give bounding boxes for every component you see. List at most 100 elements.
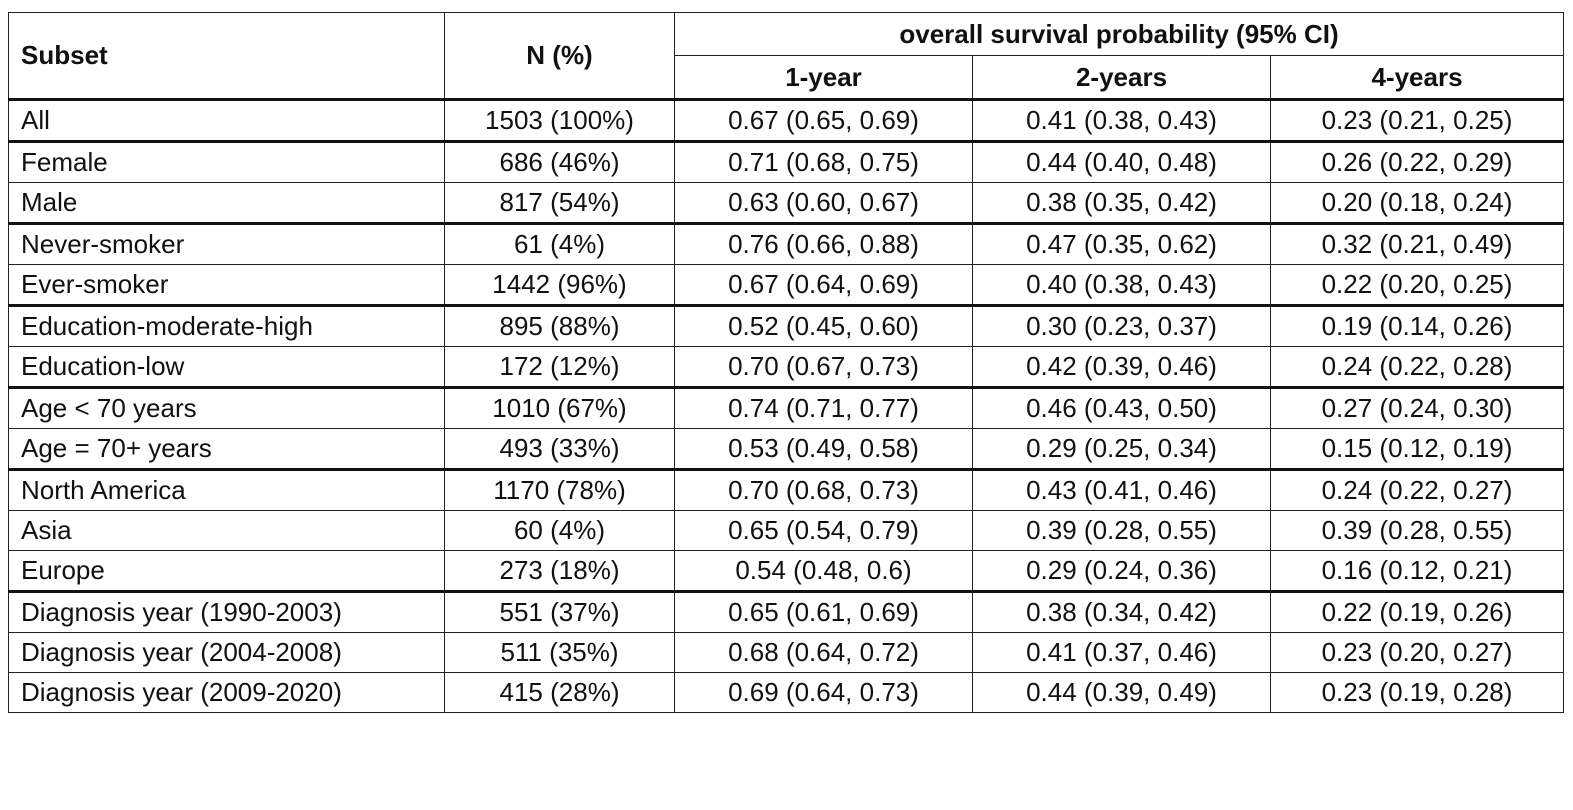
table-row: Never-smoker 61 (4%) 0.76 (0.66, 0.88) 0… xyxy=(8,222,1564,265)
cell-2-years: 0.29 (0.25, 0.34) xyxy=(972,428,1271,470)
cell-1-year: 0.69 (0.64, 0.73) xyxy=(674,672,973,713)
cell-2-years: 0.43 (0.41, 0.46) xyxy=(972,468,1271,511)
cell-n: 273 (18%) xyxy=(444,550,675,592)
cell-subset: Female xyxy=(8,140,445,183)
cell-4-years: 0.26 (0.22, 0.29) xyxy=(1270,140,1564,183)
cell-2-years: 0.30 (0.23, 0.37) xyxy=(972,304,1271,347)
header-survival-group: overall survival probability (95% CI) xyxy=(674,12,1564,56)
cell-subset: Education-moderate-high xyxy=(8,304,445,347)
cell-2-years: 0.44 (0.39, 0.49) xyxy=(972,672,1271,713)
cell-4-years: 0.23 (0.21, 0.25) xyxy=(1270,99,1564,142)
cell-n: 1503 (100%) xyxy=(444,99,675,142)
cell-2-years: 0.29 (0.24, 0.36) xyxy=(972,550,1271,592)
table-row: Education-low 172 (12%) 0.70 (0.67, 0.73… xyxy=(8,346,1564,388)
cell-2-years: 0.47 (0.35, 0.62) xyxy=(972,222,1271,265)
table-row: Male 817 (54%) 0.63 (0.60, 0.67) 0.38 (0… xyxy=(8,182,1564,224)
table-row: Age = 70+ years 493 (33%) 0.53 (0.49, 0.… xyxy=(8,428,1564,470)
cell-1-year: 0.70 (0.67, 0.73) xyxy=(674,346,973,388)
cell-n: 686 (46%) xyxy=(444,140,675,183)
cell-2-years: 0.44 (0.40, 0.48) xyxy=(972,140,1271,183)
cell-4-years: 0.32 (0.21, 0.49) xyxy=(1270,222,1564,265)
table-row: Diagnosis year (2009-2020) 415 (28%) 0.6… xyxy=(8,672,1564,713)
cell-n: 415 (28%) xyxy=(444,672,675,713)
cell-1-year: 0.65 (0.61, 0.69) xyxy=(674,590,973,633)
cell-2-years: 0.39 (0.28, 0.55) xyxy=(972,510,1271,551)
cell-n: 817 (54%) xyxy=(444,182,675,224)
table-row: North America 1170 (78%) 0.70 (0.68, 0.7… xyxy=(8,468,1564,511)
cell-n: 1442 (96%) xyxy=(444,264,675,306)
cell-n: 895 (88%) xyxy=(444,304,675,347)
header-1-year: 1-year xyxy=(674,55,973,100)
cell-4-years: 0.20 (0.18, 0.24) xyxy=(1270,182,1564,224)
table-row: Europe 273 (18%) 0.54 (0.48, 0.6) 0.29 (… xyxy=(8,550,1564,592)
cell-4-years: 0.16 (0.12, 0.21) xyxy=(1270,550,1564,592)
cell-n: 511 (35%) xyxy=(444,632,675,673)
table-row: Female 686 (46%) 0.71 (0.68, 0.75) 0.44 … xyxy=(8,140,1564,183)
table-row: Asia 60 (4%) 0.65 (0.54, 0.79) 0.39 (0.2… xyxy=(8,510,1564,551)
table-row: Education-moderate-high 895 (88%) 0.52 (… xyxy=(8,304,1564,347)
cell-subset: Age = 70+ years xyxy=(8,428,445,470)
table-row: Ever-smoker 1442 (96%) 0.67 (0.64, 0.69)… xyxy=(8,264,1564,306)
cell-n: 1010 (67%) xyxy=(444,386,675,429)
table-row: Diagnosis year (1990-2003) 551 (37%) 0.6… xyxy=(8,590,1564,633)
cell-n: 1170 (78%) xyxy=(444,468,675,511)
table-container: Subset N (%) overall survival probabilit… xyxy=(8,12,1564,713)
cell-subset: Diagnosis year (2004-2008) xyxy=(8,632,445,673)
cell-2-years: 0.42 (0.39, 0.46) xyxy=(972,346,1271,388)
cell-subset: Europe xyxy=(8,550,445,592)
cell-4-years: 0.22 (0.20, 0.25) xyxy=(1270,264,1564,306)
cell-1-year: 0.63 (0.60, 0.67) xyxy=(674,182,973,224)
cell-subset: Age < 70 years xyxy=(8,386,445,429)
cell-n: 493 (33%) xyxy=(444,428,675,470)
cell-n: 60 (4%) xyxy=(444,510,675,551)
cell-2-years: 0.40 (0.38, 0.43) xyxy=(972,264,1271,306)
cell-2-years: 0.38 (0.34, 0.42) xyxy=(972,590,1271,633)
table-header: Subset N (%) overall survival probabilit… xyxy=(8,12,1564,100)
cell-1-year: 0.76 (0.66, 0.88) xyxy=(674,222,973,265)
table-row: Age < 70 years 1010 (67%) 0.74 (0.71, 0.… xyxy=(8,386,1564,429)
cell-4-years: 0.22 (0.19, 0.26) xyxy=(1270,590,1564,633)
cell-subset: Education-low xyxy=(8,346,445,388)
header-2-years: 2-years xyxy=(972,55,1271,100)
survival-table: Subset N (%) overall survival probabilit… xyxy=(8,12,1564,713)
cell-1-year: 0.54 (0.48, 0.6) xyxy=(674,550,973,592)
cell-subset: All xyxy=(8,99,445,142)
cell-4-years: 0.27 (0.24, 0.30) xyxy=(1270,386,1564,429)
cell-2-years: 0.46 (0.43, 0.50) xyxy=(972,386,1271,429)
cell-4-years: 0.23 (0.20, 0.27) xyxy=(1270,632,1564,673)
cell-n: 172 (12%) xyxy=(444,346,675,388)
cell-1-year: 0.68 (0.64, 0.72) xyxy=(674,632,973,673)
cell-1-year: 0.67 (0.65, 0.69) xyxy=(674,99,973,142)
cell-1-year: 0.74 (0.71, 0.77) xyxy=(674,386,973,429)
cell-4-years: 0.24 (0.22, 0.28) xyxy=(1270,346,1564,388)
cell-4-years: 0.39 (0.28, 0.55) xyxy=(1270,510,1564,551)
cell-1-year: 0.53 (0.49, 0.58) xyxy=(674,428,973,470)
cell-2-years: 0.41 (0.38, 0.43) xyxy=(972,99,1271,142)
cell-1-year: 0.71 (0.68, 0.75) xyxy=(674,140,973,183)
cell-1-year: 0.70 (0.68, 0.73) xyxy=(674,468,973,511)
cell-2-years: 0.38 (0.35, 0.42) xyxy=(972,182,1271,224)
cell-subset: Ever-smoker xyxy=(8,264,445,306)
table-row: All 1503 (100%) 0.67 (0.65, 0.69) 0.41 (… xyxy=(8,99,1564,142)
cell-1-year: 0.52 (0.45, 0.60) xyxy=(674,304,973,347)
cell-4-years: 0.15 (0.12, 0.19) xyxy=(1270,428,1564,470)
cell-4-years: 0.19 (0.14, 0.26) xyxy=(1270,304,1564,347)
cell-1-year: 0.67 (0.64, 0.69) xyxy=(674,264,973,306)
cell-4-years: 0.24 (0.22, 0.27) xyxy=(1270,468,1564,511)
table-body: All 1503 (100%) 0.67 (0.65, 0.69) 0.41 (… xyxy=(8,99,1564,713)
cell-subset: Diagnosis year (1990-2003) xyxy=(8,590,445,633)
cell-n: 61 (4%) xyxy=(444,222,675,265)
cell-subset: Never-smoker xyxy=(8,222,445,265)
cell-subset: Diagnosis year (2009-2020) xyxy=(8,672,445,713)
cell-subset: Asia xyxy=(8,510,445,551)
cell-4-years: 0.23 (0.19, 0.28) xyxy=(1270,672,1564,713)
header-4-years: 4-years xyxy=(1270,55,1564,100)
table-row: Diagnosis year (2004-2008) 511 (35%) 0.6… xyxy=(8,632,1564,673)
cell-n: 551 (37%) xyxy=(444,590,675,633)
cell-1-year: 0.65 (0.54, 0.79) xyxy=(674,510,973,551)
cell-subset: Male xyxy=(8,182,445,224)
header-n: N (%) xyxy=(444,12,675,100)
cell-subset: North America xyxy=(8,468,445,511)
header-subset: Subset xyxy=(8,12,445,100)
cell-2-years: 0.41 (0.37, 0.46) xyxy=(972,632,1271,673)
